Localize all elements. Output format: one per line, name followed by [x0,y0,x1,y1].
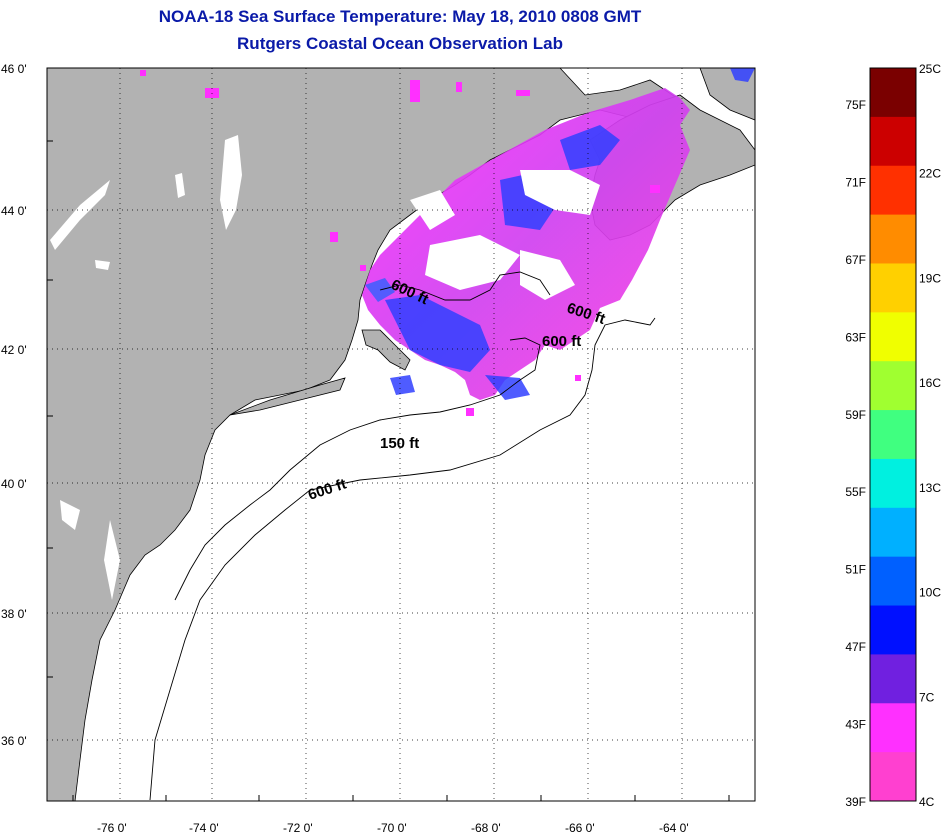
colorbar-swatch [870,165,916,216]
lon-label: -74 0' [189,821,219,835]
colorbar-swatch [870,556,916,607]
colorbar-c-label: 19C [919,271,941,285]
colorbar-f-label: 55F [845,485,866,499]
lat-label: 44 0' [1,204,27,218]
colorbar-f-label: 63F [845,330,866,344]
colorbar-c-label: 13C [919,481,941,495]
colorbar-f-label: 47F [845,640,866,654]
cloud-gap [520,250,575,300]
colorbar-swatch [870,116,916,167]
lat-labels: 46 0' 44 0' 42 0' 40 0' 38 0' 36 0' [1,62,27,748]
lat-label: 46 0' [1,62,27,76]
colorbar-swatch [870,458,916,509]
colorbar-swatch [870,752,916,802]
colorbar-c-label: 7C [919,690,935,704]
colorbar-swatch [870,68,916,118]
map-title: NOAA-18 Sea Surface Temperature: May 18,… [158,7,642,26]
lon-label: -66 0' [565,821,595,835]
cloud-gap [425,235,520,290]
colorbar-f-label: 75F [845,98,866,112]
colorbar-f-label: 71F [845,175,866,189]
lat-label: 36 0' [1,734,27,748]
colorbar-frame [869,67,917,802]
lon-label: -72 0' [283,821,313,835]
colorbar-f-label: 51F [845,563,866,577]
colorbar-f-label: 39F [845,795,866,809]
sst-blue-patch [390,375,415,395]
colorbar-c-label: 10C [919,586,941,600]
colorbar-swatch [870,214,916,264]
colorbar-swatch [870,654,916,704]
colorbar-f-labels: 75F 71F 67F 63F 59F 55F 51F 47F 43F 39F [845,98,866,809]
colorbar-swatch [870,507,916,558]
lon-label: -70 0' [377,821,407,835]
colorbar-f-label: 43F [845,718,866,732]
colorbar-f-label: 59F [845,408,866,422]
colorbar-swatch [870,410,916,460]
colorbar-c-labels: 25C 22C 19C 16C 13C 10C 7C 4C [919,62,941,809]
axis-ticks [47,140,730,801]
colorbar-swatch [870,703,916,753]
colorbar-c-label: 16C [919,376,941,390]
colorbar-f-label: 67F [845,253,866,267]
sst-blue-patch [385,295,490,372]
colorbar-swatch [870,263,916,313]
lon-labels: -76 0' -74 0' -72 0' -70 0' -68 0' -66 0… [97,821,689,835]
map-frame [46,67,756,802]
sst-blue-patch [560,125,620,170]
lat-label: 38 0' [1,607,27,621]
land-long-island [229,377,346,416]
lakes [50,135,242,720]
depth-label: 150 ft [380,435,419,452]
land-cape-cod [361,329,411,371]
map-subtitle: Rutgers Coastal Ocean Observation Lab [237,34,563,53]
contour-600ft [149,317,656,801]
lon-label: -76 0' [97,821,127,835]
cloud-gap [520,170,600,215]
lat-label: 40 0' [1,477,27,491]
bathymetry-contours [149,271,656,801]
depth-label: 600 ft [542,333,581,350]
sst-blue-patch [730,68,755,82]
colorbar-c-label: 25C [919,62,941,76]
colorbar-swatch [870,361,916,411]
colorbar-swatches [870,68,916,802]
colorbar-c-label: 22C [919,167,941,181]
colorbar-c-label: 4C [919,795,935,809]
lat-label: 42 0' [1,343,27,357]
lon-label: -68 0' [471,821,501,835]
contour-gulf-maine [379,271,551,301]
colorbar-swatch [870,605,916,655]
contour-150ft [174,337,541,601]
lon-label: -64 0' [659,821,689,835]
colorbar-swatch [870,312,916,362]
grid-lines [47,68,755,801]
sst-swath [362,68,755,400]
